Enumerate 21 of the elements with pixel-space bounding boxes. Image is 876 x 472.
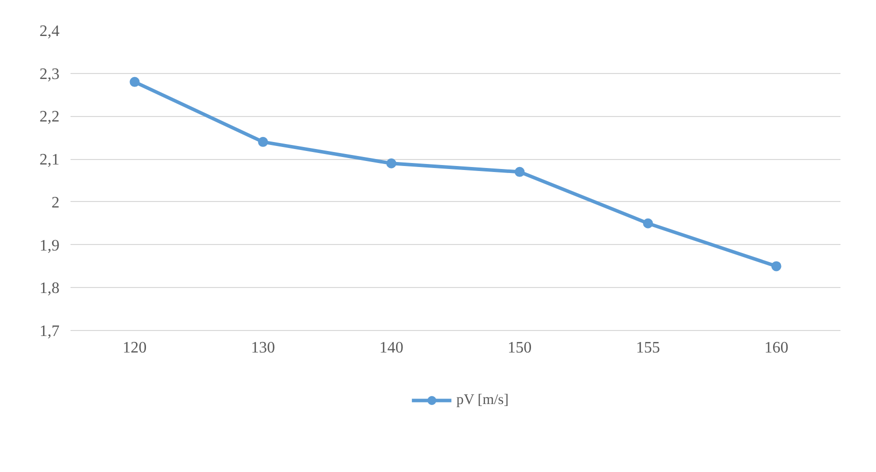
point <box>258 136 268 147</box>
y-tick-label: 2 <box>52 194 60 212</box>
x-tick-label: 155 <box>636 340 660 356</box>
x-tick-label: 130 <box>251 340 275 356</box>
x-tick-label: 120 <box>122 340 147 356</box>
y-tick-label: 2,1 <box>40 152 60 169</box>
point <box>514 166 525 177</box>
point <box>771 261 782 272</box>
point <box>643 218 653 228</box>
y-tick-label: 1,9 <box>40 237 60 254</box>
x-tick-label: 150 <box>508 340 532 356</box>
x-tick-label: 160 <box>764 340 788 356</box>
point <box>130 76 140 87</box>
x-tick-label: 140 <box>379 340 404 356</box>
y-tick-label: 2,3 <box>40 66 60 83</box>
y-tick-label: 2,4 <box>40 23 60 40</box>
legend-label: pV [m/s] <box>456 392 509 408</box>
point <box>386 158 396 168</box>
y-tick-label: 1,8 <box>40 280 60 298</box>
y-tick-label: 1,7 <box>40 323 60 340</box>
y-tick-label: 2,2 <box>40 108 60 126</box>
